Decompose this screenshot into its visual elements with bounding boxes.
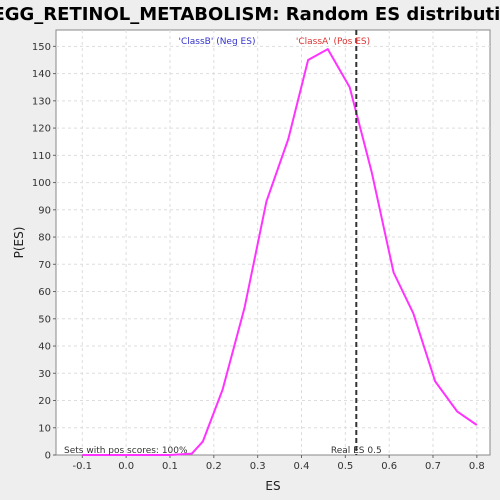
x-tick-label: 0.7 <box>425 461 441 472</box>
series-line <box>82 48 478 456</box>
pos-scores-note: Sets with pos scores: 100% <box>64 446 188 456</box>
x-tick-label: 0.0 <box>118 461 134 472</box>
x-tick-label: 0.6 <box>381 461 397 472</box>
y-tick-label: 70 <box>38 260 51 271</box>
y-tick-label: 90 <box>38 205 51 216</box>
y-tick-label: 110 <box>32 151 51 162</box>
x-tick-label: 0.8 <box>469 461 485 472</box>
y-tick-label: 40 <box>38 342 51 353</box>
y-tick-label: 50 <box>38 314 51 325</box>
neg-es-label: 'ClassB' (Neg ES) <box>179 37 256 47</box>
x-tick-label: 0.5 <box>337 461 353 472</box>
real-es-label: Real ES 0.5 <box>331 446 382 456</box>
y-tick-label: 120 <box>32 124 51 135</box>
y-tick-label: 30 <box>38 369 51 380</box>
pos-es-label: 'ClassA' (Pos ES) <box>296 37 370 47</box>
chart-title: KEGG_RETINOL_METABOLISM: Random ES distr… <box>0 4 500 25</box>
plot-area <box>55 29 491 456</box>
y-tick-label: 100 <box>32 178 51 189</box>
x-axis: -0.1 0.0 0.1 0.2 0.3 0.4 0.5 0.6 0.7 0.8 <box>73 455 485 472</box>
x-tick-label: 0.3 <box>250 461 266 472</box>
y-tick-label: 10 <box>38 423 51 434</box>
x-tick-label: 0.2 <box>206 461 222 472</box>
x-axis-label: ES <box>265 479 280 493</box>
x-tick-label: -0.1 <box>73 461 93 472</box>
y-axis: 0 10 20 30 40 50 60 70 80 90 100 110 120 130 140 150 <box>32 42 56 462</box>
y-tick-label: 20 <box>38 396 51 407</box>
y-tick-label: 60 <box>38 287 51 298</box>
y-tick-label: 0 <box>45 451 51 462</box>
series-layer <box>82 48 478 456</box>
y-tick-label: 130 <box>32 96 51 107</box>
y-tick-label: 80 <box>38 233 51 244</box>
y-tick-label: 140 <box>32 69 51 80</box>
x-tick-label: 0.4 <box>294 461 310 472</box>
y-tick-label: 150 <box>32 42 51 53</box>
y-axis-label: P(ES) <box>12 227 26 259</box>
x-tick-label: 0.1 <box>162 461 178 472</box>
